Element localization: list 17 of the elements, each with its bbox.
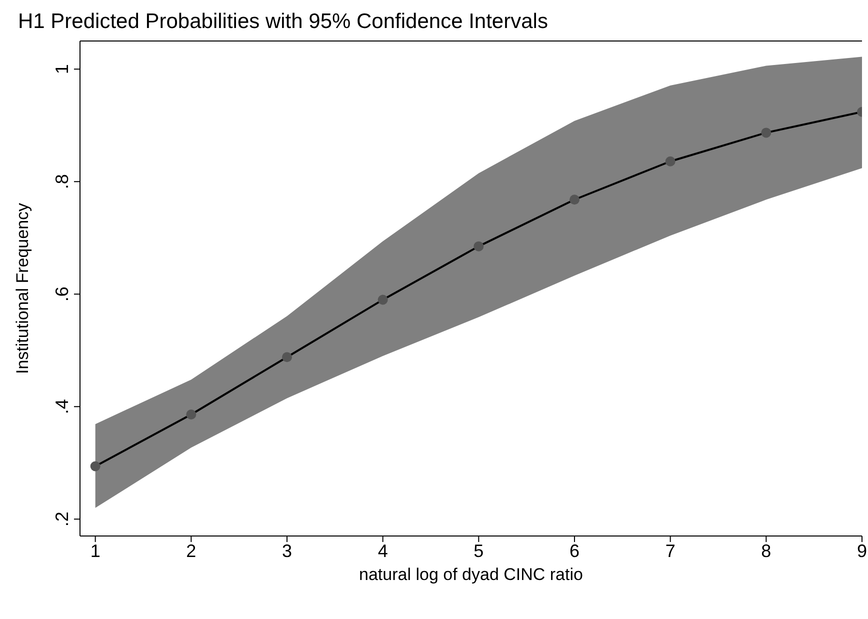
x-tick-label: 4 — [378, 540, 388, 561]
chart-title: H1 Predicted Probabilities with 95% Confidence Intervals — [18, 10, 548, 34]
x-tick-label: 1 — [90, 540, 100, 561]
y-tick-label: .6 — [52, 286, 72, 302]
x-tick-label: 9 — [856, 540, 868, 561]
y-axis-title: Institutional Frequency — [13, 202, 32, 374]
y-tick-label: .8 — [52, 174, 72, 190]
x-tick-label: 2 — [186, 540, 196, 561]
x-tick-label: 3 — [282, 540, 292, 561]
y-tick-label: 1 — [52, 64, 72, 74]
y-tick-label: .4 — [52, 399, 72, 414]
x-tick-label: 5 — [474, 540, 484, 561]
y-tick-label: .2 — [52, 512, 72, 527]
x-tick-label: 8 — [761, 540, 772, 561]
x-tick-label: 7 — [665, 540, 676, 561]
x-axis-title: natural log of dyad CINC ratio — [359, 565, 583, 584]
x-tick-label: 6 — [569, 540, 580, 561]
